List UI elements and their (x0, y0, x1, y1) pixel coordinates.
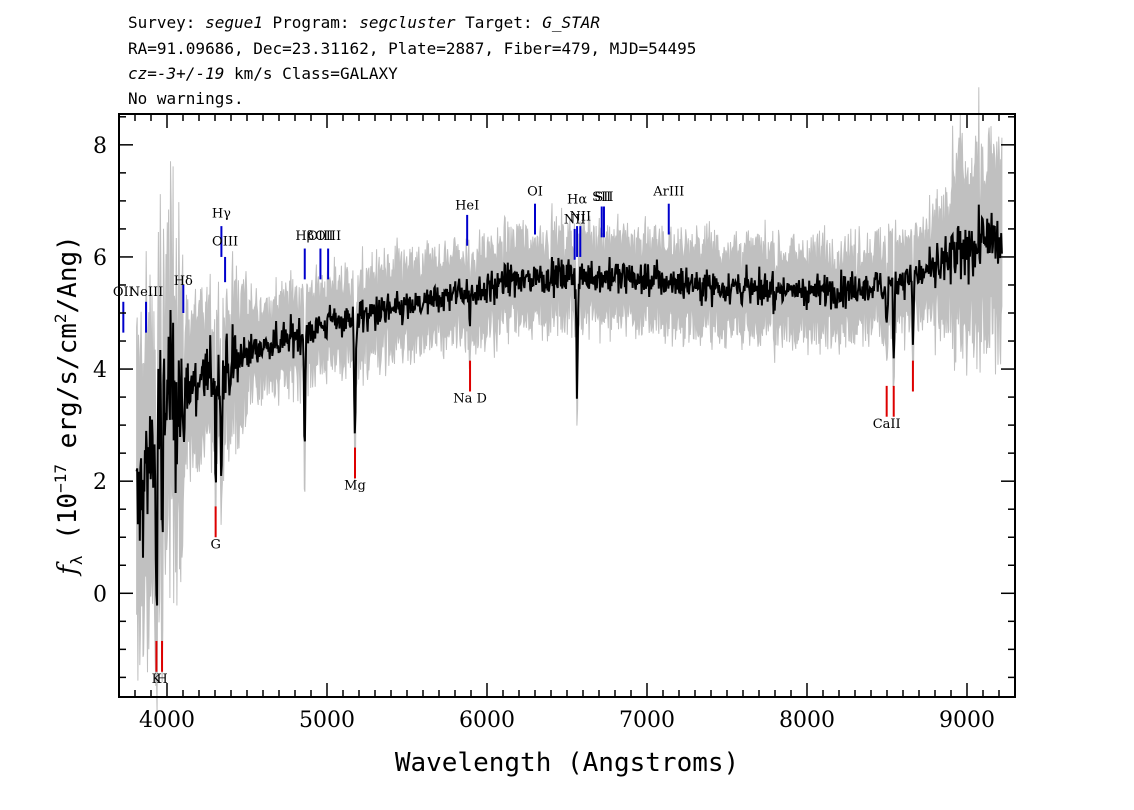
header-line-4: No warnings. (128, 89, 244, 108)
emission-line-label: SII (594, 190, 613, 205)
emission-line-label: OIII (315, 229, 341, 244)
emission-line-label: OI (527, 184, 543, 199)
emission-line-label: Hα (567, 193, 587, 208)
spectrum-path (135, 204, 1003, 606)
x-tick-label: 4000 (139, 708, 195, 733)
emission-line-label: Hδ (174, 274, 193, 289)
absorption-line-label: Na D (453, 392, 487, 407)
x-axis-ticks: 4000 5000 6000 7000 8000 9000 (118, 114, 1016, 733)
spectrum-line (135, 204, 1003, 606)
absorption-line-label: Mg (344, 479, 366, 494)
y-tick-label: 6 (93, 246, 107, 271)
x-tick-label: 6000 (459, 708, 515, 733)
x-tick-label: 9000 (939, 708, 995, 733)
emission-line-label: OIII (212, 235, 238, 250)
y-tick-label: 8 (93, 134, 107, 159)
emission-line-label: SII (592, 190, 611, 205)
noise-band (136, 87, 1003, 715)
y-tick-label: 0 (93, 582, 107, 607)
absorption-line-label: CaII (873, 417, 901, 432)
header-line-3: cz=-3+/-19 km/s Class=GALAXY (128, 64, 398, 83)
y-tick-label: 2 (93, 470, 107, 495)
noise-envelope (136, 87, 1003, 715)
x-tick-label: 5000 (299, 708, 355, 733)
absorption-line-label: G (210, 537, 220, 552)
absorption-line-label: K (152, 672, 162, 687)
emission-line-label: Hβ (295, 229, 314, 244)
emission-line-label: HeI (455, 198, 479, 213)
x-tick-label: 7000 (619, 708, 675, 733)
absorption-line-label: H (156, 672, 167, 687)
emission-line-label: NeIII (129, 285, 163, 300)
y-axis-label: fλ (10−17 erg/s/cm2/Ang) (51, 235, 86, 577)
x-tick-label: 8000 (779, 708, 835, 733)
emission-line-label: Hγ (212, 207, 231, 222)
emission-line-label: ArIII (652, 184, 684, 199)
y-axis-ticks: 0 2 4 6 8 (93, 116, 1015, 679)
x-axis-label: Wavelength (Angstroms) (395, 748, 739, 778)
emission-line-label: NII (569, 210, 591, 225)
y-tick-label: 4 (93, 358, 107, 383)
header-line-1: Survey: segue1 Program: segcluster Targe… (128, 13, 600, 32)
emission-line-label: OIII (307, 229, 333, 244)
header-line-2: RA=91.09686, Dec=23.31162, Plate=2887, F… (128, 39, 696, 58)
emission-line-label: NII (564, 212, 586, 227)
